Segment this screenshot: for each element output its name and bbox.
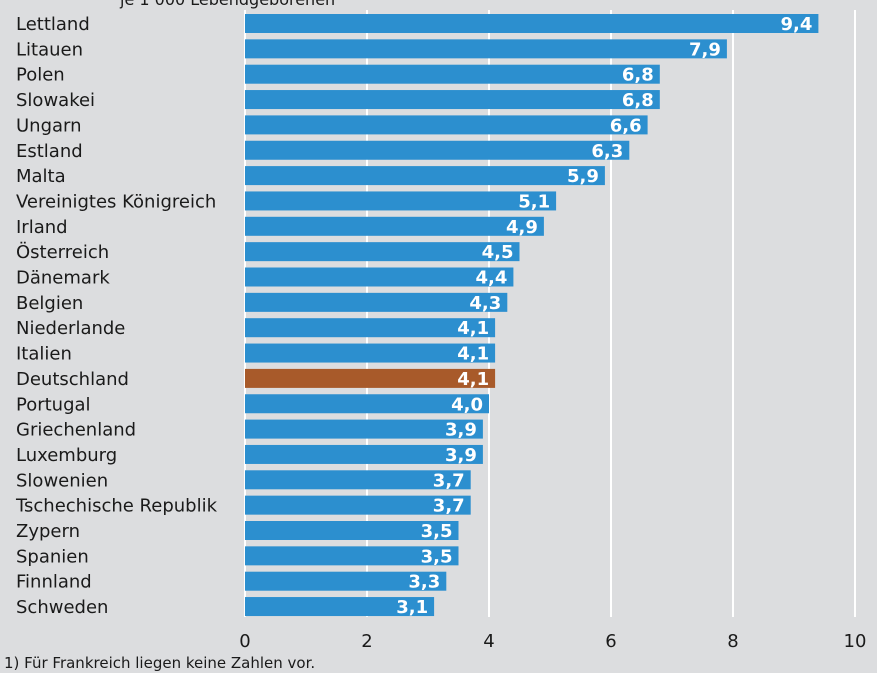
- category-label: Niederlande: [16, 318, 125, 339]
- category-label: Lettland: [16, 14, 90, 35]
- value-label: 6,8: [622, 90, 654, 111]
- value-label: 3,5: [421, 521, 453, 542]
- bar: [245, 597, 435, 617]
- value-label: 4,0: [451, 394, 483, 415]
- bar: [245, 242, 520, 262]
- bar: [245, 115, 648, 135]
- value-label: 4,5: [482, 242, 514, 263]
- bar: [245, 521, 459, 540]
- category-label: Portugal: [16, 394, 91, 415]
- value-label: 3,9: [445, 420, 477, 441]
- bar: [245, 343, 496, 363]
- bar: [245, 470, 471, 490]
- category-label: Finnland: [16, 572, 92, 593]
- category-label: Tschechische Republik: [15, 496, 218, 517]
- value-label: 4,3: [469, 293, 501, 314]
- category-label: Zypern: [16, 521, 80, 542]
- bar: [245, 571, 447, 591]
- value-label: 3,9: [445, 445, 477, 466]
- bar: [245, 64, 660, 84]
- bar: [245, 318, 496, 338]
- value-label: 4,1: [457, 369, 489, 390]
- category-label: Slowenien: [16, 470, 108, 491]
- x-tick-label: 10: [844, 631, 867, 650]
- value-label: 4,9: [506, 217, 538, 238]
- category-label: Griechenland: [16, 420, 136, 441]
- category-label: Schweden: [16, 597, 108, 618]
- bar: [245, 444, 483, 464]
- chart-footnote: 1) Für Frankreich liegen keine Zahlen vo…: [4, 654, 316, 672]
- category-label: Dänemark: [16, 268, 110, 289]
- x-tick-label: 4: [483, 631, 494, 650]
- category-label: Ungarn: [16, 115, 82, 136]
- category-label: Spanien: [16, 546, 89, 567]
- category-label: Österreich: [16, 241, 109, 263]
- value-label: 4,1: [457, 344, 489, 365]
- value-label: 7,9: [689, 39, 721, 60]
- value-label: 5,1: [518, 191, 550, 212]
- x-tick-label: 8: [727, 631, 738, 650]
- bar: [245, 90, 660, 110]
- value-label: 4,4: [476, 268, 508, 289]
- value-label: 3,5: [421, 546, 453, 567]
- bar: [245, 140, 630, 160]
- bar: [245, 292, 508, 312]
- bar: [245, 39, 727, 59]
- bar: [245, 394, 489, 414]
- value-label: 6,6: [610, 115, 642, 136]
- value-label: 5,9: [567, 166, 599, 187]
- category-label: Vereinigtes Königreich: [16, 191, 216, 212]
- category-label: Italien: [16, 344, 72, 365]
- category-label: Malta: [16, 166, 66, 187]
- bar: [245, 216, 544, 236]
- x-tick-label: 2: [361, 631, 372, 650]
- value-label: 3,1: [396, 597, 428, 618]
- chart-subtitle: je 1 000 Lebendgeborenen: [120, 0, 335, 9]
- value-label: 3,7: [433, 470, 465, 491]
- bar-chart: 9,4 Lettland 7,9 Litauen 6,8 Polen 6,8 Slowakei…: [15, 10, 867, 650]
- bar: [245, 267, 514, 287]
- value-label: 4,1: [457, 318, 489, 339]
- value-label: 3,7: [433, 496, 465, 517]
- bar: [245, 419, 483, 439]
- bar: [245, 166, 605, 186]
- category-label: Deutschland: [16, 369, 129, 390]
- value-label: 6,8: [622, 65, 654, 86]
- value-label: 9,4: [781, 14, 813, 35]
- category-label: Belgien: [16, 293, 83, 314]
- value-label: 6,3: [591, 141, 623, 162]
- category-label: Luxemburg: [16, 445, 117, 466]
- bar: [245, 546, 459, 566]
- bar: [245, 368, 496, 388]
- bar: [245, 14, 819, 33]
- x-tick-label: 0: [239, 631, 250, 650]
- bar: [245, 495, 471, 515]
- category-label: Estland: [16, 141, 83, 162]
- category-label: Irland: [16, 217, 68, 238]
- category-label: Litauen: [16, 39, 83, 60]
- value-label: 3,3: [408, 572, 440, 593]
- bar: [245, 191, 557, 211]
- category-label: Polen: [16, 65, 65, 86]
- x-tick-label: 6: [605, 631, 616, 650]
- category-label: Slowakei: [16, 90, 95, 111]
